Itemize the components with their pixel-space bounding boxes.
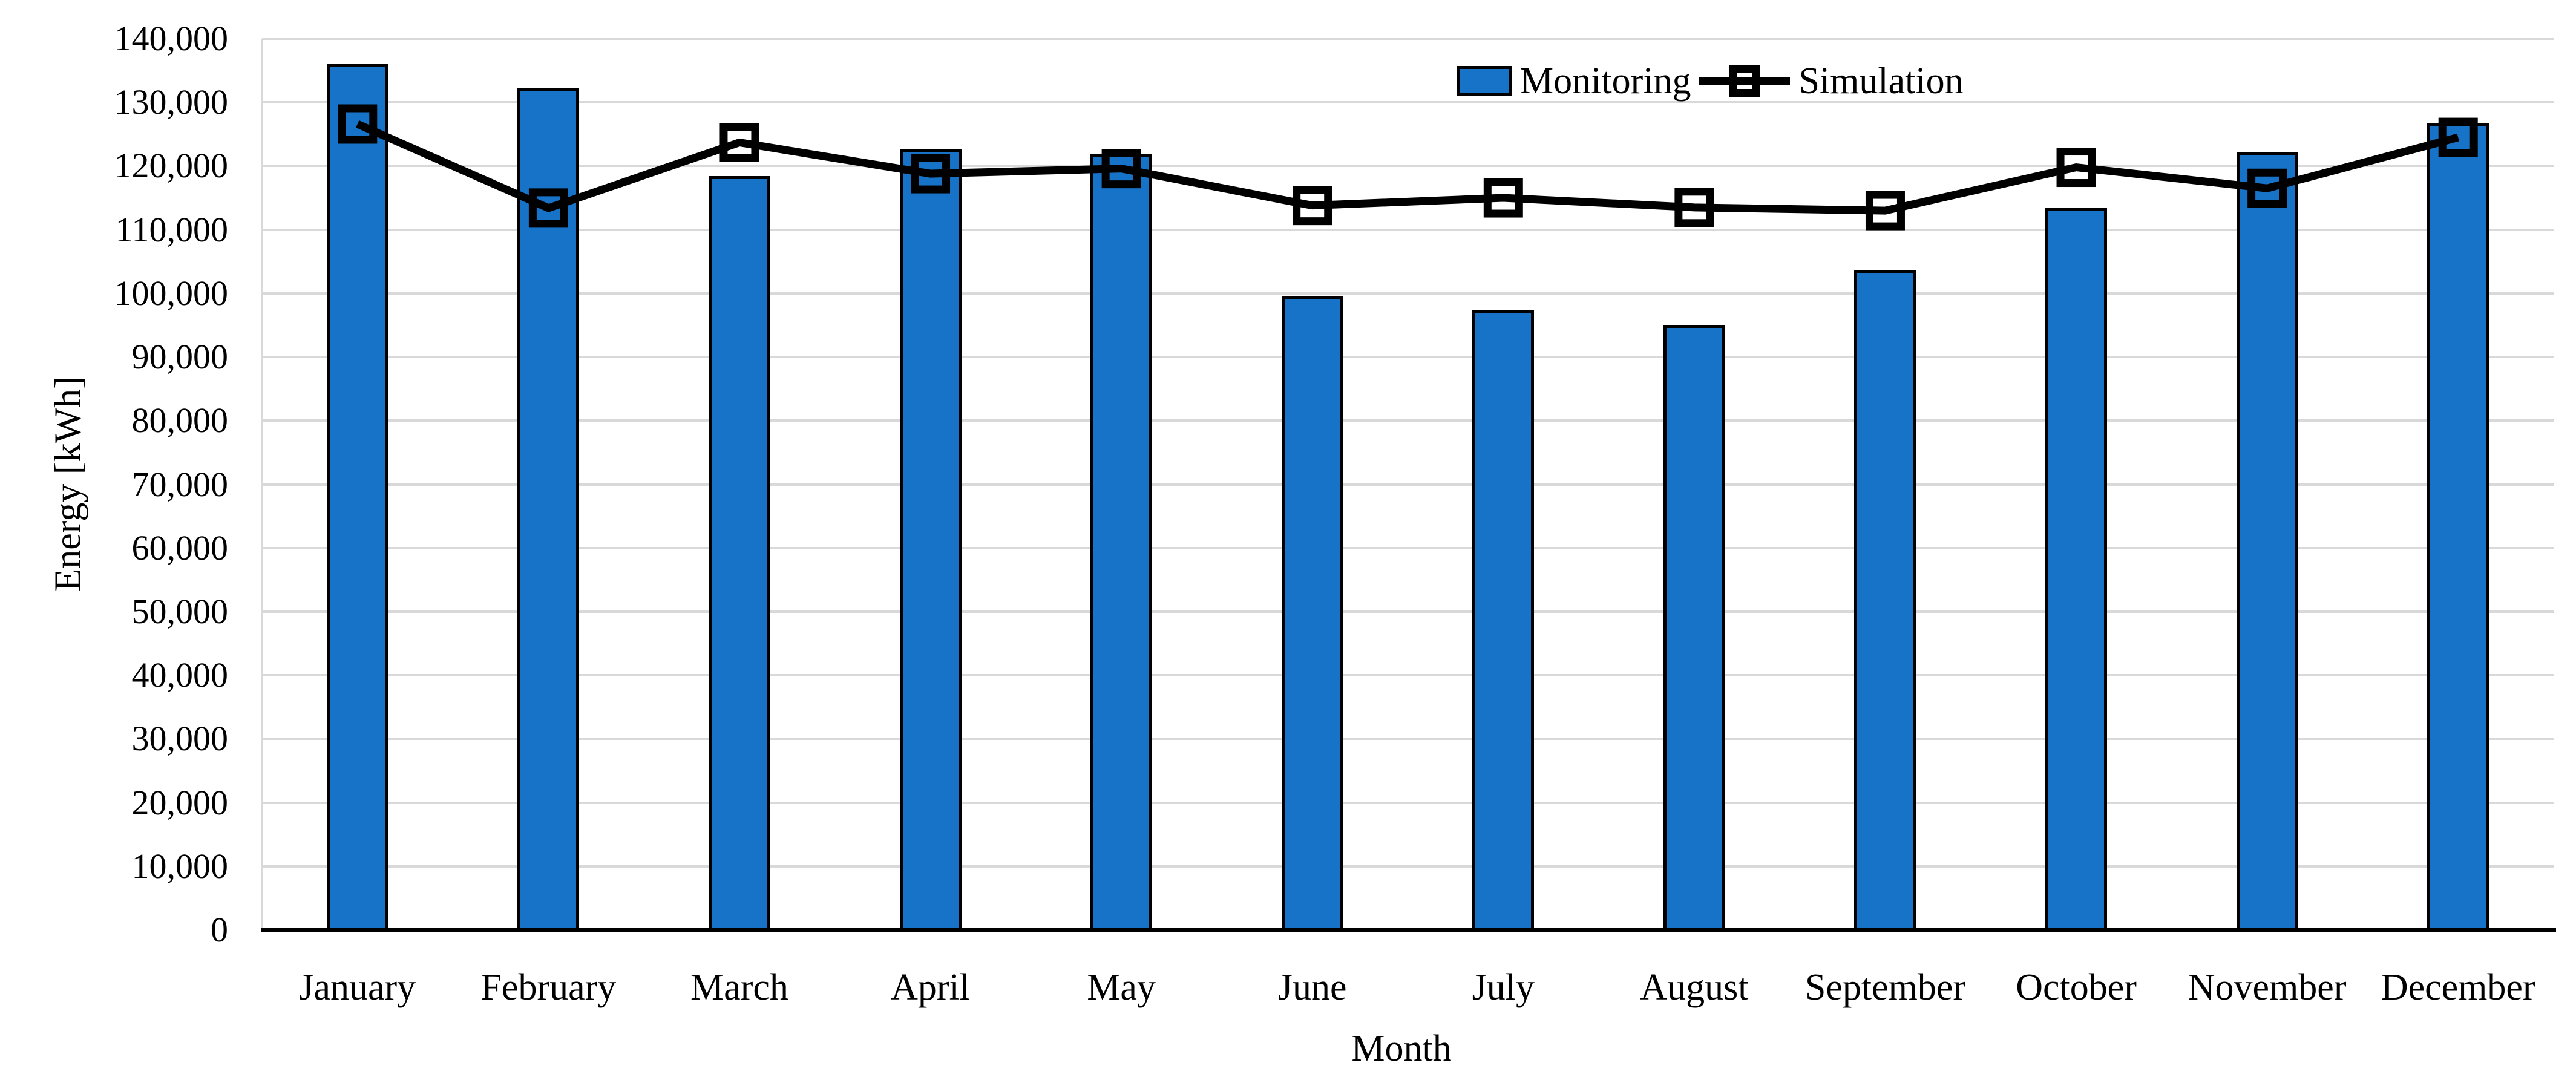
bar-november [2236, 152, 2298, 932]
x-tick-label-august: August [1640, 967, 1749, 1008]
gridline [262, 738, 2554, 741]
simulation-marker-march [719, 122, 759, 162]
simulation-marker-july [1483, 178, 1523, 218]
x-tick-label-june: June [1277, 967, 1347, 1008]
bar-january [326, 64, 388, 932]
x-tick-label-february: February [480, 967, 617, 1008]
bar-april [899, 149, 962, 932]
bar-december [2427, 122, 2489, 932]
y-tick-label: 120,000 [114, 146, 229, 186]
y-tick-label: 20,000 [131, 782, 229, 822]
bar-may [1090, 154, 1153, 932]
bar-september [1854, 269, 1916, 932]
x-tick-label-july: July [1472, 967, 1535, 1008]
y-tick-label: 70,000 [131, 464, 229, 504]
x-tick-label-april: April [891, 967, 970, 1008]
y-tick-label: 110,000 [115, 209, 228, 249]
gridline [262, 865, 2554, 868]
x-tick-label-march: March [690, 967, 788, 1008]
simulation-marker-august [1674, 188, 1714, 227]
y-tick-label: 50,000 [131, 591, 229, 631]
y-tick-label: 10,000 [131, 846, 229, 886]
gridline [262, 546, 2554, 549]
gridline [262, 165, 2554, 168]
simulation-marker-icon [1699, 64, 1791, 98]
y-tick-label: 0 [211, 910, 228, 949]
gridline [262, 419, 2554, 422]
x-tick-label-january: January [299, 967, 416, 1008]
bar-october [2045, 207, 2108, 932]
simulation-marker-september [1865, 191, 1905, 231]
gridline [262, 38, 2554, 40]
bar-march [708, 176, 770, 932]
x-axis-title: Month [1351, 1028, 1452, 1069]
y-tick-label: 90,000 [131, 337, 229, 377]
gridline [262, 292, 2554, 295]
x-tick-label-december: December [2381, 967, 2535, 1008]
y-tick-label: 30,000 [131, 719, 229, 759]
x-tick-label-october: October [2016, 967, 2137, 1008]
bar-june [1281, 296, 1343, 932]
legend: Monitoring Simulation [1457, 56, 1964, 106]
gridline [262, 228, 2554, 231]
legend-label-monitoring: Monitoring [1520, 60, 1691, 102]
y-tick-label: 40,000 [131, 655, 229, 695]
bar-august [1663, 325, 1725, 932]
x-tick-label-may: May [1087, 967, 1156, 1008]
monitoring-swatch-icon [1457, 66, 1512, 96]
y-tick-label: 130,000 [114, 82, 229, 122]
y-tick-label: 80,000 [131, 401, 229, 440]
x-tick-label-september: September [1804, 967, 1966, 1008]
y-tick-label: 140,000 [114, 19, 229, 58]
bar-july [1472, 310, 1535, 932]
x-tick-label-november: November [2188, 967, 2347, 1008]
simulation-line [356, 120, 2459, 215]
y-tick-label: 60,000 [131, 528, 229, 568]
gridline [262, 674, 2554, 677]
x-axis-line [261, 928, 2556, 932]
y-axis-line [261, 39, 263, 932]
gridline [262, 356, 2554, 359]
gridline [262, 801, 2554, 804]
bar-february [517, 88, 580, 932]
gridline [262, 483, 2554, 486]
simulation-marker-june [1293, 186, 1332, 226]
y-tick-label: 100,000 [114, 273, 229, 313]
simulation-marker-october [2056, 148, 2096, 188]
gridline [262, 101, 2554, 104]
gridline [262, 610, 2554, 613]
legend-label-simulation: Simulation [1798, 60, 1964, 102]
